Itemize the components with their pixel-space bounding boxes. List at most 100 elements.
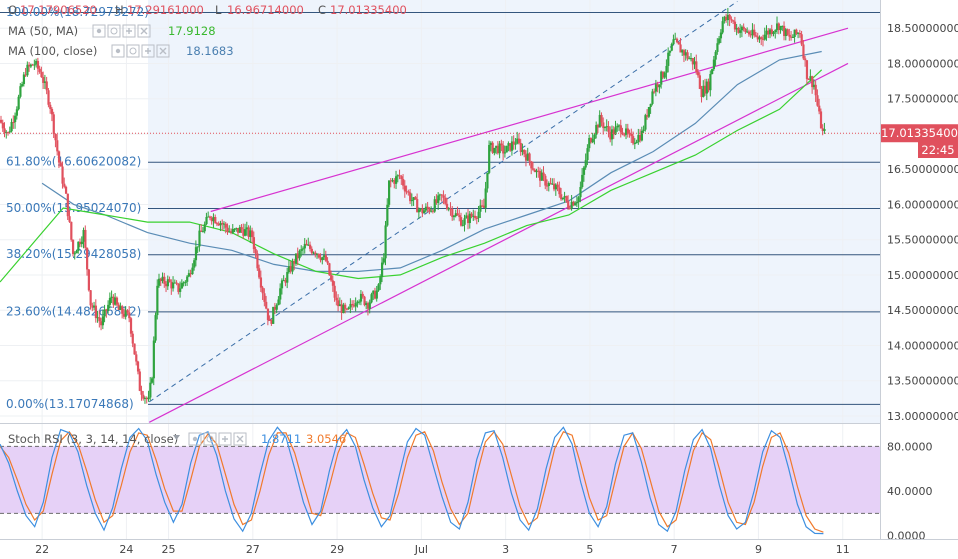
candle-body [751,29,754,36]
candle-body [298,250,301,259]
candle-body [740,26,744,31]
candle-body [351,303,354,306]
fib-retracement[interactable]: 100.00%(18.72973272) 61.80%(16.60620082) 5… [0,5,880,411]
candle-body [379,277,382,285]
candle-body [765,30,768,35]
candle-body [145,397,148,400]
candle-body [89,290,92,306]
add-icon[interactable] [122,24,136,38]
eye-icon[interactable] [92,24,106,38]
candle-body [56,140,59,152]
candle-body [507,143,510,146]
gear-icon[interactable] [107,24,121,38]
candle-body [811,76,814,88]
candle-body [129,318,133,334]
candle-body [303,243,306,249]
channel-upper-line[interactable] [210,27,849,213]
candle-body [593,134,596,140]
stoch-rsi-controls[interactable] [188,432,247,446]
gear-icon[interactable] [126,44,140,58]
candle-body [414,197,417,200]
candle-body [193,260,196,268]
candle-body [1,122,4,129]
candle-body [567,201,570,209]
candle-body [400,176,403,180]
stoch-rsi-d-value: 3.0546 [306,432,346,446]
candle-body [609,131,612,140]
price-tick-label: 13.00000000 [887,410,958,423]
candle-body [419,208,422,210]
ma100-label[interactable]: MA (100, close) [8,44,97,58]
candle-body [821,128,824,131]
candle-body [793,29,796,37]
candle-body [412,197,415,201]
candle-body [640,130,644,141]
candle-body [451,208,454,218]
candle-body [467,215,470,224]
ma100-controls[interactable] [111,44,170,58]
channel-lower-line[interactable] [148,62,849,423]
candle-body [117,304,120,310]
candle-body [186,276,189,282]
eye-icon-pupil [192,436,198,442]
eye-icon[interactable] [111,44,125,58]
ma50-controls[interactable] [92,24,151,38]
price-tick-label: 17.50000000 [887,93,958,106]
ma100-line [41,50,822,272]
add-icon[interactable] [218,432,232,446]
candle-body [158,278,161,286]
candle-body [691,58,694,65]
candle-body [677,42,680,45]
close-icon[interactable] [137,24,151,38]
candle-body [807,78,810,80]
candle-body [486,172,489,189]
candle-body [326,260,329,264]
eye-icon[interactable] [188,432,202,446]
candle-body [47,90,50,105]
candle-body [38,68,41,72]
candle-body [649,103,652,108]
candle-body [173,282,177,284]
candle-body [528,153,531,162]
candle-body [143,397,147,399]
candle-body [435,199,438,203]
candle-body [761,38,765,40]
stoch-rsi-label[interactable]: Stoch RSI (3, 3, 14, 14, close) [8,432,178,446]
candle-body [581,174,584,187]
close-icon[interactable] [156,44,170,58]
close-icon[interactable] [233,432,247,446]
candle-body [533,169,536,173]
candle-body [119,306,122,310]
candle-body [684,52,687,56]
candle-body [679,44,682,53]
chevron-down-icon[interactable] [173,435,180,440]
candle-body [393,180,396,184]
candle-body [700,88,703,97]
candle-body [14,115,17,123]
candle-body [366,303,370,309]
candle-body [502,145,505,154]
candle-body [575,202,579,204]
candle-body [166,279,169,287]
candle-body [210,217,213,222]
candle-body [386,204,389,226]
ohlc-open-value: 17.17906520 [20,3,97,17]
candle-body [607,126,610,132]
candle-body [783,25,786,37]
candle-body [105,309,108,311]
candle-body [574,203,577,206]
ohlc-low-value: 16.96714000 [227,3,304,17]
candle-body [753,29,756,36]
add-icon[interactable] [141,44,155,58]
candle-body [468,213,471,224]
candle-body [75,250,78,254]
ma50-label[interactable]: MA (50, MA) [8,24,78,38]
candle-body [763,34,766,40]
candle-body [668,50,672,53]
candle-body [472,215,475,217]
gear-icon[interactable] [203,432,217,446]
candle-body [610,129,614,140]
candle-body [382,258,385,263]
